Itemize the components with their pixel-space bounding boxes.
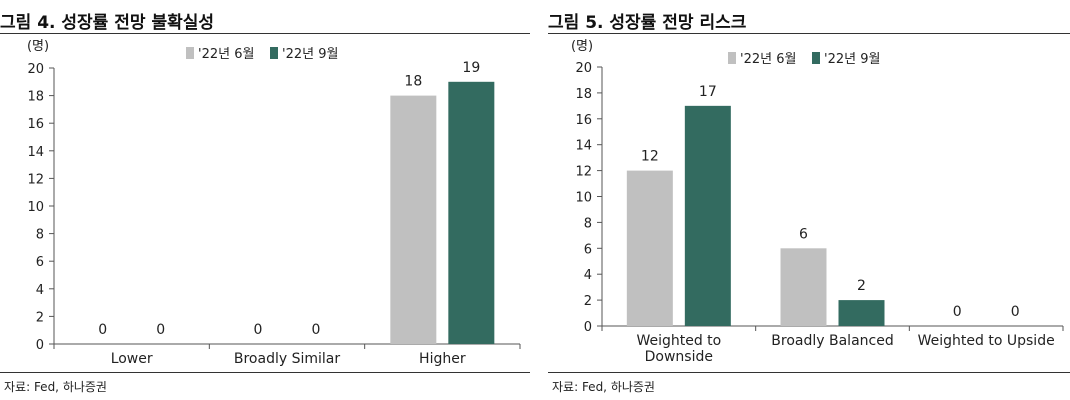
y-tick-label: 0 <box>36 338 44 353</box>
figure-5-panel: 그림 5. 성장률 전망 리스크 (명) 0 2 4 6 8 10 12 14 16 18 20 12 1… <box>548 0 1070 400</box>
figure-4-title-rule <box>0 33 530 34</box>
x-category-label: Broadly Similar <box>234 351 340 367</box>
y-tick-label: 0 <box>584 320 592 335</box>
y-tick-label: 14 <box>27 145 44 160</box>
x-category-label: Lower <box>111 351 153 367</box>
y-tick-label: 6 <box>36 255 44 270</box>
bar <box>448 81 495 345</box>
bar-value-label: 0 <box>254 322 263 338</box>
legend-swatch <box>812 52 820 64</box>
y-tick-label: 8 <box>584 216 592 231</box>
bar-value-label: 17 <box>699 84 717 100</box>
bar <box>838 300 885 326</box>
legend-label: '22년 6월 <box>198 47 254 62</box>
y-tick-label: 12 <box>575 165 592 180</box>
x-category-label: Weighted to Upside <box>918 333 1055 349</box>
y-tick-label: 8 <box>36 228 44 243</box>
legend-swatch <box>728 52 736 64</box>
y-tick-label: 14 <box>575 139 592 154</box>
bar-value-label: 0 <box>98 322 107 338</box>
x-category-label: Weighted to <box>636 333 721 349</box>
legend-swatch <box>186 47 194 59</box>
y-tick-label: 10 <box>575 191 592 206</box>
bar-value-label: 0 <box>953 304 962 320</box>
x-category-label: Downside <box>645 349 713 365</box>
legend-swatch <box>270 47 278 59</box>
figure-5-source: 자료: Fed, 하나증권 <box>552 380 655 394</box>
bar-value-label: 0 <box>156 322 165 338</box>
figure-5-title-rule <box>548 33 1070 34</box>
y-tick-label: 6 <box>584 242 592 257</box>
bar <box>390 95 437 344</box>
y-tick-label: 20 <box>575 61 592 76</box>
bar <box>684 105 731 326</box>
figure-4-title: 그림 4. 성장률 전망 불확실성 <box>0 13 215 33</box>
y-tick-label: 12 <box>27 172 44 187</box>
figure-5-title: 그림 5. 성장률 전망 리스크 <box>548 13 747 33</box>
y-tick-label: 4 <box>584 268 592 283</box>
figure-4-bottom-rule <box>0 372 530 373</box>
y-tick-label: 18 <box>575 87 592 102</box>
bar-value-label: 0 <box>1011 304 1020 320</box>
legend-label: '22년 9월 <box>282 47 338 62</box>
y-unit-label: (명) <box>571 39 593 54</box>
y-tick-label: 2 <box>584 294 592 309</box>
bar-value-label: 2 <box>857 278 866 294</box>
bar-value-label: 0 <box>312 322 321 338</box>
x-category-label: Broadly Balanced <box>771 333 893 349</box>
bar-value-label: 6 <box>799 226 808 242</box>
figure-4-panel: 그림 4. 성장률 전망 불확실성 (명) 0 2 4 6 8 10 12 14 16 18 20 0 0… <box>0 0 530 400</box>
y-tick-label: 16 <box>575 113 592 128</box>
y-tick-label: 16 <box>27 117 44 132</box>
figure-5-bottom-rule <box>548 372 1070 373</box>
y-tick-label: 4 <box>36 283 44 298</box>
y-tick-label: 18 <box>27 90 44 105</box>
y-tick-label: 10 <box>27 200 44 215</box>
y-tick-label: 2 <box>36 310 44 325</box>
legend-label: '22년 9월 <box>824 52 880 67</box>
y-tick-label: 20 <box>27 62 44 77</box>
bar-value-label: 18 <box>404 74 422 90</box>
figure-4-source: 자료: Fed, 하나증권 <box>4 380 107 394</box>
x-category-label: Higher <box>419 351 466 367</box>
legend-label: '22년 6월 <box>740 52 796 67</box>
bar <box>626 170 673 326</box>
bar <box>780 248 827 326</box>
y-unit-label: (명) <box>27 39 49 54</box>
bar-value-label: 12 <box>641 149 659 165</box>
bar-value-label: 19 <box>462 60 480 76</box>
